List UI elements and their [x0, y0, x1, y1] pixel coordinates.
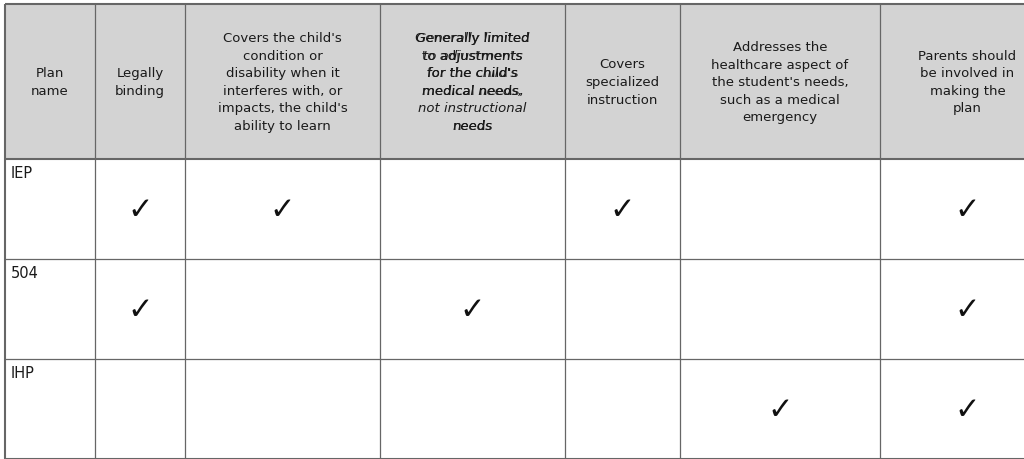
Bar	[880, 160, 1024, 259]
Bar	[680, 5, 880, 160]
Text: Addresses the
healthcare aspect of
the student's needs,
such as a medical
emerge: Addresses the healthcare aspect of the s…	[712, 41, 849, 124]
Bar	[565, 5, 680, 160]
Text: ✓: ✓	[609, 195, 635, 224]
Bar	[680, 160, 880, 259]
Text: ✓: ✓	[269, 195, 295, 224]
Bar	[185, 160, 380, 259]
Text: ✓: ✓	[127, 195, 153, 224]
Bar	[95, 259, 185, 359]
Text: IHP: IHP	[11, 365, 35, 380]
Text: Parents should
be involved in
making the
plan: Parents should be involved in making the…	[919, 50, 1017, 115]
Text: Legally
binding: Legally binding	[115, 67, 165, 97]
Text: Generally limited
to adjustments
for the child's
medical needs,
not instructiona: Generally limited to adjustments for the…	[416, 32, 529, 133]
Text: Generally limited
to adjustments
for the child's
medical needs,
                : Generally limited to adjustments for the…	[415, 32, 529, 133]
Text: ✓: ✓	[127, 295, 153, 324]
Text: ✓: ✓	[954, 295, 980, 324]
Bar	[565, 160, 680, 259]
Bar	[380, 359, 565, 459]
Bar	[185, 259, 380, 359]
Text: ✓: ✓	[767, 395, 793, 424]
Bar	[380, 5, 565, 160]
Bar	[380, 160, 565, 259]
Text: ✓: ✓	[460, 295, 485, 324]
Bar	[565, 259, 680, 359]
Text: ✓: ✓	[954, 395, 980, 424]
Bar	[880, 259, 1024, 359]
Text: ✓: ✓	[954, 195, 980, 224]
Bar	[680, 359, 880, 459]
Bar	[565, 359, 680, 459]
Bar	[95, 160, 185, 259]
Bar	[185, 359, 380, 459]
Bar	[185, 5, 380, 160]
Bar	[380, 259, 565, 359]
Bar	[95, 359, 185, 459]
Text: 504: 504	[11, 265, 39, 280]
Bar	[5, 259, 95, 359]
Bar	[95, 5, 185, 160]
Bar	[5, 5, 95, 160]
Text: Plan
name: Plan name	[31, 67, 69, 97]
Text: Covers
specialized
instruction: Covers specialized instruction	[586, 58, 659, 106]
Bar	[5, 359, 95, 459]
Bar	[880, 359, 1024, 459]
Bar	[5, 160, 95, 259]
Bar	[880, 5, 1024, 160]
Text: IEP: IEP	[11, 166, 33, 180]
Text: Covers the child's
condition or
disability when it
interferes with, or
impacts, : Covers the child's condition or disabili…	[218, 32, 347, 133]
Bar	[680, 259, 880, 359]
